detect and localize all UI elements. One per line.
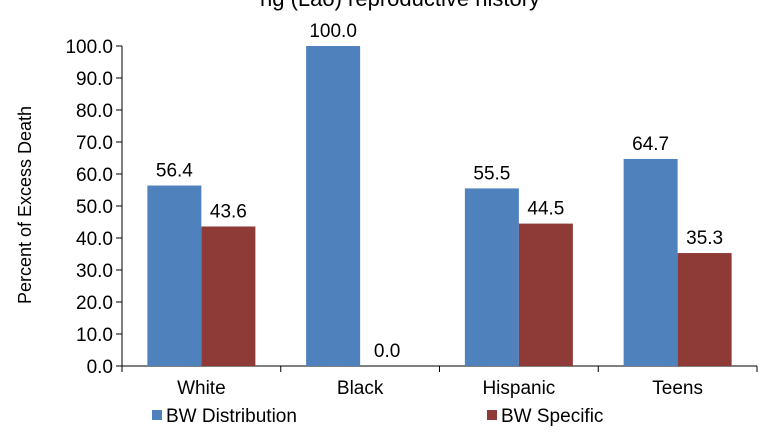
y-axis-ticks: 0.0 10.0 20.0 30.0 40.0 50.0 60.0 70.0 80.0 90.0 1…	[65, 37, 122, 378]
data-labels: 56.4 43.6 100.0 0.0 55.5 44.5 64.7 35.3	[156, 21, 723, 362]
legend-swatch-bw-specific	[487, 410, 497, 420]
bar-bw-specific-white	[201, 226, 256, 366]
legend-swatch-bw-distribution	[152, 410, 162, 420]
data-label-bw-distribution-teens: 64.7	[632, 134, 669, 155]
y-tick-label: 40.0	[76, 229, 113, 250]
y-tick-label: 60.0	[76, 165, 113, 186]
x-axis-ticks	[121, 366, 758, 372]
y-tick-label: 30.0	[76, 261, 113, 282]
legend-label-bw-specific: BW Specific	[501, 406, 603, 427]
bar-bw-distribution-teens	[623, 158, 678, 366]
data-label-bw-specific-white: 43.6	[210, 201, 247, 222]
bar-bw-specific-hispanic	[518, 223, 573, 366]
y-tick-label: 10.0	[76, 325, 113, 346]
x-tick-label-white: White	[177, 378, 226, 399]
bar-bw-distribution-hispanic	[464, 188, 519, 366]
x-tick-label-teens: Teens	[652, 378, 703, 399]
x-tick-label-black: Black	[337, 378, 384, 399]
data-label-bw-specific-hispanic: 44.5	[527, 199, 564, 220]
y-tick-label: 100.0	[65, 37, 113, 58]
bar-bw-specific-teens	[677, 253, 732, 366]
data-label-bw-distribution-hispanic: 55.5	[473, 163, 510, 184]
bar-bw-distribution-black	[306, 46, 361, 366]
y-tick-label: 90.0	[76, 69, 113, 90]
data-label-bw-specific-teens: 35.3	[686, 228, 723, 249]
y-tick-label: 20.0	[76, 293, 113, 314]
y-tick-label: 0.0	[87, 357, 113, 378]
y-tick-label: 80.0	[76, 101, 113, 122]
bar-bw-distribution-white	[147, 185, 202, 366]
data-label-bw-specific-black: 0.0	[374, 341, 400, 362]
data-label-bw-distribution-white: 56.4	[156, 161, 193, 182]
data-label-bw-distribution-black: 100.0	[309, 21, 357, 42]
category-labels: White Black Hispanic Teens	[177, 378, 703, 399]
legend-label-bw-distribution: BW Distribution	[166, 406, 297, 427]
chart-title: ng (Lao) reproductive history	[260, 0, 540, 11]
x-tick-label-hispanic: Hispanic	[482, 378, 555, 399]
bars	[147, 46, 732, 366]
y-tick-label: 70.0	[76, 133, 113, 154]
y-tick-label: 50.0	[76, 197, 113, 218]
legend: BW Distribution BW Specific	[152, 406, 603, 427]
y-axis-title: Percent of Excess Death	[15, 106, 35, 304]
